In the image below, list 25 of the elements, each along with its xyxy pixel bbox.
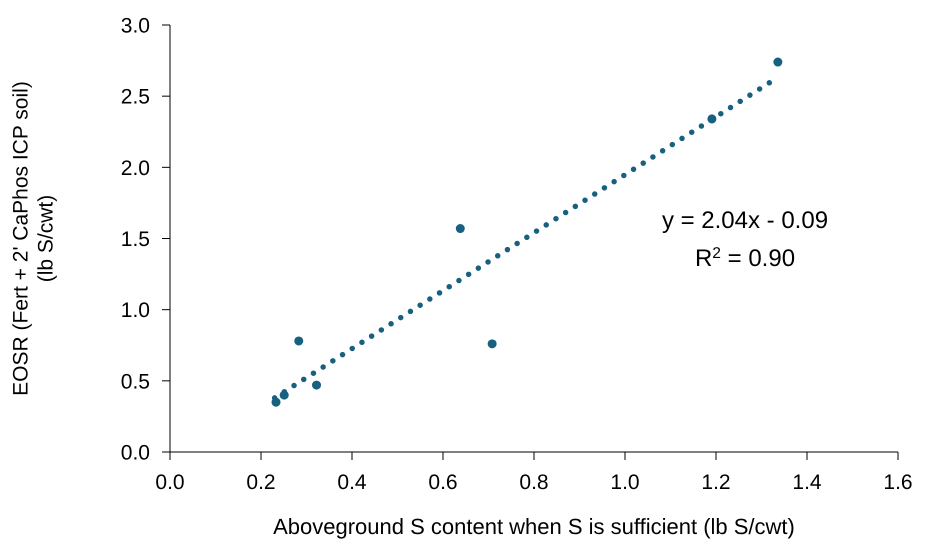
y-tick-label: 1.0 [120, 299, 150, 322]
x-tick-label: 0.0 [155, 470, 185, 494]
x-tick-label: 1.2 [701, 470, 731, 494]
point [773, 58, 782, 67]
y-tick-label: 0.0 [120, 441, 150, 464]
y-tick-label: 1.5 [120, 228, 150, 251]
point [294, 336, 304, 346]
x-tick-label: 0.2 [246, 470, 276, 494]
y-tick-label: 2.0 [120, 156, 150, 180]
x-tick-label: 1.6 [883, 470, 913, 494]
point [312, 380, 322, 390]
annotation: y = 2.04x - 0.09 [662, 207, 828, 234]
annotation: R$^{2}$ = 0.90 [694, 244, 796, 272]
point [488, 339, 497, 348]
x-tick-label: 0.4 [337, 470, 367, 494]
x-tick-label: 1.0 [610, 470, 640, 494]
x-tick-label: 0.8 [519, 470, 549, 494]
x-axis-title: Aboveground S content when S is sufficient (lb S/cwt) [273, 514, 795, 539]
x-tick-label: 0.6 [428, 470, 458, 494]
y-tick-label: 3.0 [120, 14, 150, 38]
x-tick-label: 1.4 [792, 470, 822, 494]
y-axis-title: EOSR (Fert + 2' CaPhos ICP soil) (lb S/cwt) [10, 81, 58, 396]
y-tick-label: 2.5 [120, 86, 150, 109]
point [456, 224, 465, 234]
y-tick-label: 0.5 [120, 370, 150, 394]
